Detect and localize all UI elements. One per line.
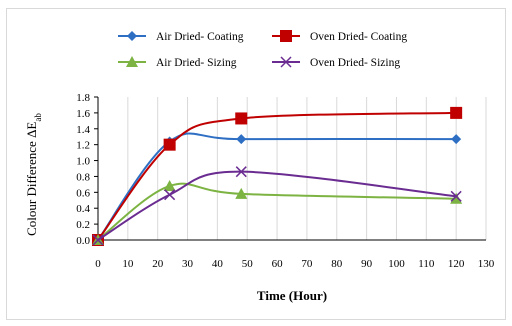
series-line [97,111,457,241]
y-tick-labels: 0.0 0.2 0.4 0.6 0.8 1.0 1.2 1.4 1.6 1.8 [76,92,90,247]
y-axis-title-main: Colour Difference ΔE [24,122,39,236]
data-point-triangle [126,56,138,67]
cross-stroke [164,189,176,201]
data-point-square [280,30,292,42]
x-tick-labels: 0 10 20 30 40 50 60 70 80 90 100 110 120 130 [95,258,495,270]
data-point-diamond [236,134,247,145]
data-point-diamond [127,31,137,41]
data-point-triangle [163,179,176,191]
y-tick-label: 0.4 [76,203,90,215]
legend-item: Air Dried- Sizing [118,56,237,69]
y-tick-label: 0.8 [76,171,90,183]
x-tick-label: 10 [122,258,134,270]
data-point-square [235,112,248,125]
cross-stroke [450,190,462,202]
legend-label: Air Dried- Coating [156,31,244,43]
series-line [97,170,457,241]
legend: Air Dried- Coating Oven Dried- Coating Air… [118,30,407,69]
x-tick-label: 70 [301,258,313,270]
data-point-cross [280,56,292,68]
y-tick-label: 0.6 [76,187,90,199]
x-tick-label: 20 [152,258,164,270]
x-tick-label: 50 [242,258,254,270]
series-4 [92,166,462,246]
y-tick-label: 1.2 [76,140,90,152]
data-point-square [450,106,463,119]
legend-item: Oven Dried- Coating [272,30,407,43]
x-tick-label: 90 [361,258,373,270]
x-tick-label: 60 [272,258,284,270]
data-point-square [163,138,176,151]
data-point-cross [164,189,176,201]
y-axis-title-subscript: ab [33,113,43,122]
axes [94,96,486,241]
x-tick-label: 80 [331,258,343,270]
x-tick-label: 110 [418,258,435,270]
y-tick-label: 1.8 [76,92,90,104]
y-tick-label: 0.2 [76,219,90,231]
y-axis-title: Colour Difference ΔEab [24,113,43,236]
x-tick-label: 130 [478,258,495,270]
y-tick-label: 1.0 [76,156,90,168]
legend-item: Air Dried- Coating [118,31,244,43]
chart-frame [6,8,506,320]
data-point-triangle [450,192,463,204]
series-line [97,182,457,241]
cross-stroke [280,56,292,68]
x-tick-label: 40 [212,258,224,270]
legend-label: Oven Dried- Coating [310,31,407,43]
x-tick-label: 100 [388,258,405,270]
legend-item: Oven Dried- Sizing [272,56,400,69]
data-point-cross [235,166,247,178]
y-tick-label: 1.4 [76,124,90,136]
data-point-triangle [235,187,248,199]
cross-stroke [92,234,104,246]
series-group [92,106,463,246]
x-tick-label: 120 [448,258,465,270]
y-tick-label: 0.0 [76,235,90,247]
legend-label: Oven Dried- Sizing [310,57,400,69]
data-point-cross [92,234,104,246]
legend-label: Air Dried- Sizing [156,57,237,69]
data-point-diamond [451,134,462,145]
data-point-cross [450,190,462,202]
series-line [97,132,457,241]
cross-stroke [235,166,247,178]
x-gridlines [127,97,487,240]
x-axis-title: Time (Hour) [257,288,327,303]
x-tick-label: 0 [95,258,101,270]
y-tick-label: 1.6 [76,108,90,120]
x-tick-label: 30 [182,258,194,270]
